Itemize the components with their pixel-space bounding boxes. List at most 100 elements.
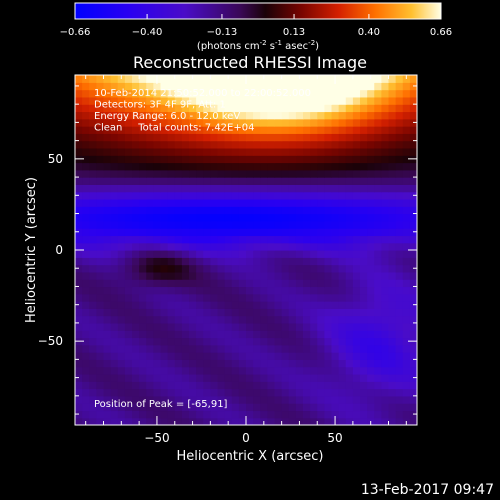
heatmap-cell [374,337,382,346]
heatmap-cell [181,330,190,339]
heatmap-cell [146,315,154,324]
heatmap-cell [89,366,97,375]
heatmap-cell [310,322,318,331]
heatmap-cell [317,89,325,98]
heatmap-cell [146,373,154,382]
heatmap-cell [96,330,105,339]
heatmap-cell [260,191,268,200]
heatmap-cell [246,264,254,273]
heatmap-cell [174,118,183,127]
heatmap-cell [260,286,268,295]
heatmap-cell [260,301,268,309]
heatmap-cell [203,417,211,425]
heatmap-cell [103,373,112,382]
heatmap-cell [132,352,140,360]
heatmap-cell [331,235,340,244]
heatmap-cell [395,403,404,412]
heatmap-cell [203,133,211,142]
heatmap-cell [146,359,154,368]
heatmap-cell [103,257,112,266]
heatmap-cell [352,198,361,207]
heatmap-cell [288,228,297,237]
heatmap-cell [246,315,254,324]
heatmap-cell [146,89,154,98]
heatmap-cell [160,330,169,339]
heatmap-cell [331,177,340,185]
heatmap-cell [303,184,311,193]
heatmap-cell [360,403,368,412]
heatmap-cell [181,169,190,178]
heatmap-cell [210,417,219,425]
heatmap-cell [281,162,290,171]
heatmap-cell [338,104,347,113]
heatmap-cell [274,191,283,200]
heatmap-cell [189,301,197,309]
heatmap-cell [317,417,325,425]
heatmap-cell [210,293,219,302]
heatmap-cell [146,250,154,258]
heatmap-cell [132,111,140,120]
heatmap-cell [367,388,375,397]
heatmap-cell [103,366,112,375]
heatmap-cell [217,417,226,425]
heatmap-cell [132,301,140,309]
heatmap-cell [267,359,276,368]
heatmap-cell [295,147,304,156]
heatmap-cell [82,191,90,200]
heatmap-cell [317,279,325,288]
heatmap-cell [324,410,333,419]
heatmap-cell [110,271,119,280]
heatmap-cell [181,111,190,120]
heatmap-cell [82,184,90,193]
heatmap-cell [352,366,361,375]
heatmap-cell [317,242,325,251]
heatmap-cell [352,155,361,164]
heatmap-cell [367,133,375,142]
heatmap-cell [181,395,190,404]
heatmap-cell [260,155,268,164]
heatmap-cell [331,126,340,134]
heatmap-cell [217,366,226,375]
heatmap-cell [253,220,261,229]
heatmap-cell [174,250,183,258]
heatmap-cell [238,381,247,390]
heatmap-cell [324,344,333,353]
heatmap-cell [224,279,233,288]
heatmap-cell [146,235,154,244]
heatmap-cell [324,395,333,404]
heatmap-cell [295,242,304,251]
heatmap-cell [317,271,325,280]
heatmap-cell [324,111,333,120]
heatmap-cell [210,315,219,324]
heatmap-cell [217,140,226,149]
heatmap-cell [331,89,340,98]
heatmap-cell [110,315,119,324]
heatmap-cell [132,359,140,368]
heatmap-cell [153,315,162,324]
heatmap-cell [324,250,333,258]
heatmap-cell [246,286,254,295]
heatmap-cell [82,257,90,266]
heatmap-cell [210,330,219,339]
heatmap-cell [196,96,204,105]
heatmap-cell [231,111,240,120]
heatmap-cell [224,133,233,142]
heatmap-cell [139,366,147,375]
heatmap-cell [324,264,333,273]
heatmap-cell [303,206,311,215]
heatmap-cell [103,235,112,244]
heatmap-cell [110,140,119,149]
heatmap-cell [231,308,240,317]
heatmap-cell [153,250,162,258]
heatmap-cell [331,308,340,317]
heatmap-cell [246,373,254,382]
heatmap-cell [402,293,411,302]
heatmap-cell [153,242,162,251]
heatmap-cell [231,279,240,288]
heatmap-cell [338,293,347,302]
heatmap-cell [153,286,162,295]
heatmap-cell [82,293,90,302]
heatmap-cell [124,395,133,404]
heatmap-cell [402,330,411,339]
heatmap-cell [331,206,340,215]
